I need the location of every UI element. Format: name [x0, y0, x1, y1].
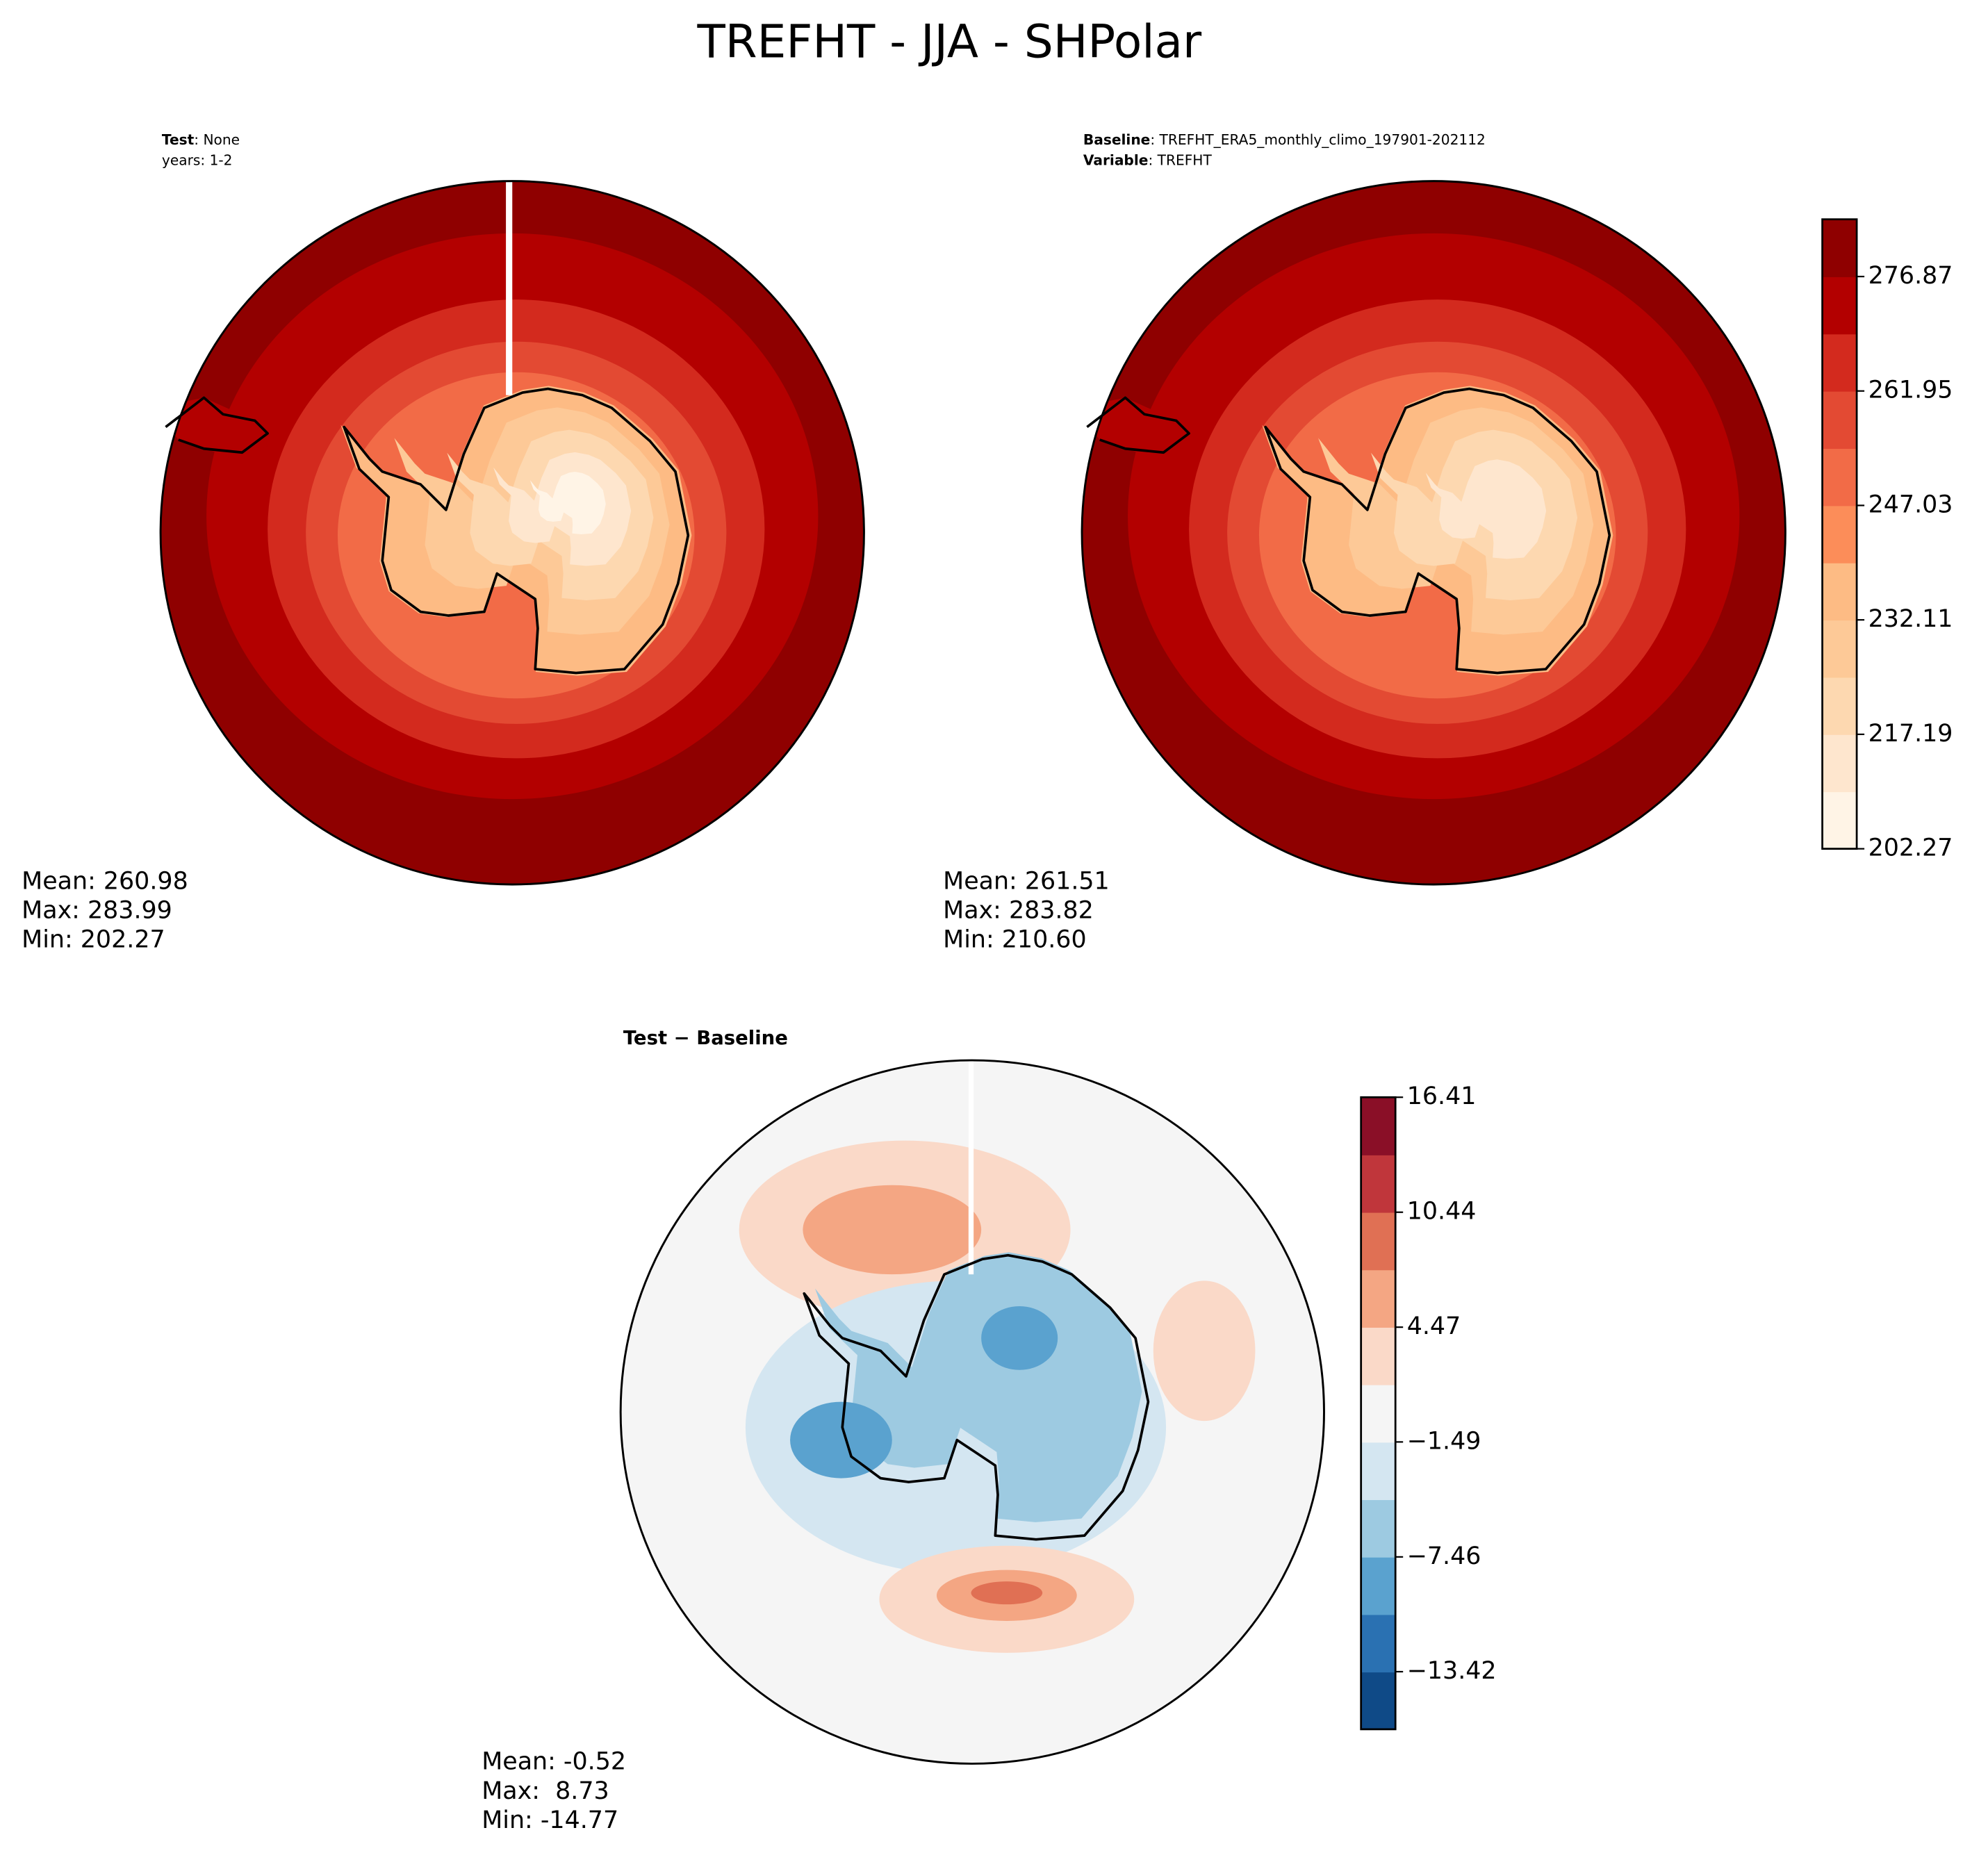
colorbar-tick-label: −7.46 — [1407, 1542, 1481, 1570]
colorbar-band — [1361, 1672, 1396, 1730]
colorbar-band — [1361, 1614, 1396, 1673]
header-key: Variable — [1083, 151, 1149, 168]
colorbar-band — [1361, 1327, 1396, 1385]
stat-line: Min: -14.77 — [482, 1806, 618, 1834]
stat-line: Mean: 260.98 — [22, 867, 188, 895]
header-key: Test — [162, 131, 195, 147]
map-outline — [1081, 180, 1786, 886]
colorbar-tick-label: 276.87 — [1868, 262, 1953, 290]
stat-line: Min: 210.60 — [943, 926, 1086, 954]
colorbar-tick-label: 217.19 — [1868, 720, 1953, 748]
colorbar-band — [1361, 1556, 1396, 1615]
colorbar-frame — [1821, 218, 1858, 850]
colorbar-band — [1822, 677, 1857, 735]
stat-line: Max: 283.99 — [22, 896, 172, 924]
colorbar-band — [1822, 219, 1857, 277]
figure-title: TREFHT - JJA - SHPolar — [696, 15, 1202, 68]
colorbar-band — [1361, 1269, 1396, 1328]
map-outline — [619, 1059, 1325, 1765]
stat-line: Max: 8.73 — [482, 1777, 609, 1805]
colorbar-tick-label: 261.95 — [1868, 377, 1953, 404]
panel-header: Baseline: TREFHT_ERA5_monthly_climo_1979… — [1083, 131, 1486, 147]
colorbar-band — [1822, 333, 1857, 392]
colorbar-band — [1361, 1384, 1396, 1443]
colorbar-tick-label: 247.03 — [1868, 491, 1953, 518]
colorbar-frame — [1360, 1096, 1397, 1731]
map-test — [161, 181, 864, 884]
colorbar-band — [1361, 1212, 1396, 1271]
map-difference — [621, 1060, 1324, 1764]
colorbar-tick-label: −1.49 — [1407, 1427, 1481, 1455]
colorbar-band — [1822, 562, 1857, 621]
stat-line: Mean: -0.52 — [482, 1748, 626, 1776]
colorbar-tick-label: 232.11 — [1868, 605, 1953, 633]
colorbar-band — [1822, 620, 1857, 678]
header-text: : None — [194, 131, 240, 147]
header-text: years: 1-2 — [162, 151, 233, 168]
header-text: : TREFHT — [1148, 151, 1212, 168]
colorbar-band — [1361, 1097, 1396, 1155]
colorbar-tick-label: 10.44 — [1407, 1198, 1477, 1226]
colorbar-tick-label: 4.47 — [1407, 1312, 1461, 1340]
header-key: Baseline — [1083, 131, 1150, 147]
colorbar-band — [1822, 734, 1857, 793]
colorbar-band — [1822, 277, 1857, 335]
stat-line: Mean: 261.51 — [943, 867, 1110, 895]
header-key: Test − Baseline — [623, 1027, 788, 1049]
stat-line: Max: 283.82 — [943, 896, 1094, 924]
panel-header: years: 1-2 — [162, 151, 233, 168]
colorbar-band — [1361, 1499, 1396, 1558]
colorbar-band — [1822, 448, 1857, 507]
panel-header: Variable: TREFHT — [1083, 151, 1213, 168]
colorbar-band — [1822, 390, 1857, 450]
colorbar-tick-label: 16.41 — [1407, 1082, 1477, 1110]
colorbar-tick-label: −13.42 — [1407, 1657, 1497, 1685]
map-baseline — [1082, 181, 1786, 884]
colorbar-band — [1361, 1442, 1396, 1501]
panel-header: Test − Baseline — [623, 1027, 788, 1049]
map-outline — [159, 180, 865, 886]
colorbar-band — [1361, 1154, 1396, 1213]
colorbar-tick-label: 202.27 — [1868, 834, 1953, 862]
colorbar-band — [1822, 505, 1857, 563]
header-text: : TREFHT_ERA5_monthly_climo_197901-20211… — [1150, 131, 1486, 147]
panel-header: Test: None — [162, 131, 240, 147]
stat-line: Min: 202.27 — [22, 926, 165, 954]
colorbar-band — [1822, 791, 1857, 850]
